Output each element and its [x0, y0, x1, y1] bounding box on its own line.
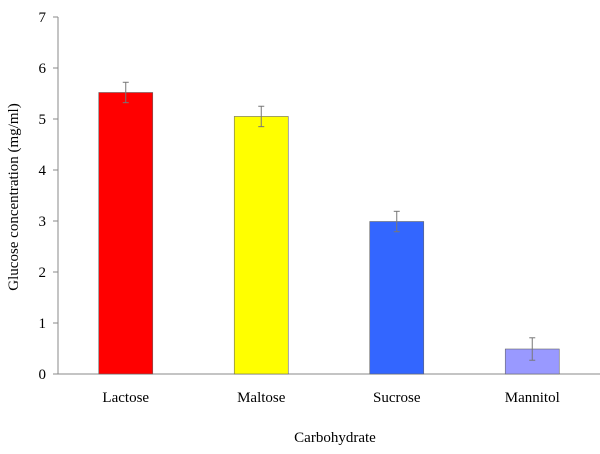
- y-tick-label: 1: [39, 316, 47, 332]
- error-bars: [122, 81, 536, 361]
- y-tick-label: 3: [39, 214, 47, 230]
- x-axis-title: Carbohydrate: [294, 430, 376, 446]
- y-tick-label: 5: [39, 112, 47, 128]
- bars: [98, 92, 560, 375]
- y-tick-label: 6: [39, 61, 47, 77]
- category-labels: Lactose Maltose Sucrose Mannitol: [102, 390, 559, 406]
- y-tick-label: 4: [39, 163, 47, 179]
- y-tick-label: 2: [39, 265, 47, 281]
- y-tick-label: 0: [39, 367, 47, 383]
- bar-lactose: [98, 92, 154, 375]
- bar-maltose: [233, 116, 289, 375]
- bar-sucrose: [369, 221, 425, 375]
- x-tick-label-mannitol: Mannitol: [505, 390, 560, 406]
- y-axis: 0 1 2 3 4 5 6 7: [39, 10, 59, 383]
- y-axis-title: Glucose concentration (mg/ml): [6, 103, 22, 290]
- x-tick-label-maltose: Maltose: [237, 390, 286, 406]
- x-tick-label-sucrose: Sucrose: [373, 390, 421, 406]
- x-tick-label-lactose: Lactose: [102, 390, 149, 406]
- y-tick-label: 7: [39, 10, 47, 26]
